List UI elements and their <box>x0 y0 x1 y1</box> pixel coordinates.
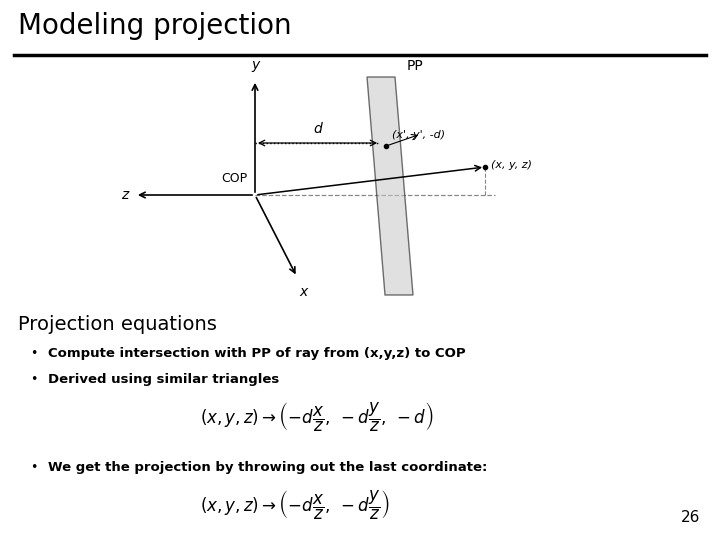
Text: Modeling projection: Modeling projection <box>18 12 292 40</box>
Text: •: • <box>30 347 37 360</box>
Text: (x', y', -d): (x', y', -d) <box>392 130 445 140</box>
Text: y: y <box>251 58 259 72</box>
Text: x: x <box>299 285 307 299</box>
Text: 26: 26 <box>680 510 700 525</box>
Text: COP: COP <box>221 172 247 185</box>
Text: Derived using similar triangles: Derived using similar triangles <box>48 373 279 386</box>
Text: d: d <box>313 122 322 136</box>
Text: •: • <box>30 373 37 386</box>
Text: •: • <box>30 461 37 474</box>
Text: PP: PP <box>407 59 424 73</box>
Text: Projection equations: Projection equations <box>18 315 217 334</box>
Text: z: z <box>121 188 128 202</box>
Text: $(x, y, z) \rightarrow \left(-d\dfrac{x}{z},\; -d\dfrac{y}{z}\right)$: $(x, y, z) \rightarrow \left(-d\dfrac{x}… <box>200 489 390 522</box>
Text: $(x, y, z) \rightarrow \left(-d\dfrac{x}{z},\; -d\dfrac{y}{z},\; -d\right)$: $(x, y, z) \rightarrow \left(-d\dfrac{x}… <box>200 401 433 434</box>
Polygon shape <box>367 77 413 295</box>
Text: (x, y, z): (x, y, z) <box>491 160 532 170</box>
Text: We get the projection by throwing out the last coordinate:: We get the projection by throwing out th… <box>48 461 487 474</box>
Text: Compute intersection with PP of ray from (x,y,z) to COP: Compute intersection with PP of ray from… <box>48 347 466 360</box>
